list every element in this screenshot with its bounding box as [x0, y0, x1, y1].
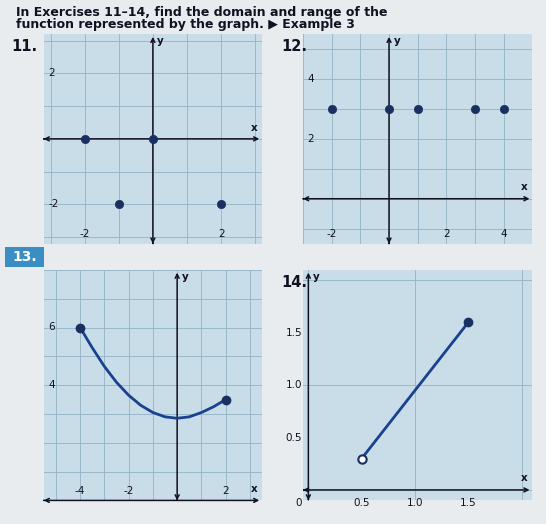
Text: x: x — [521, 473, 528, 483]
Text: 2: 2 — [443, 230, 450, 239]
Text: 6: 6 — [48, 322, 55, 333]
Text: 1.5: 1.5 — [460, 498, 477, 508]
Text: 13.: 13. — [12, 250, 37, 264]
Text: -2: -2 — [79, 230, 90, 239]
Text: y: y — [394, 36, 400, 46]
Text: -4: -4 — [75, 486, 85, 496]
Text: -2: -2 — [327, 230, 337, 239]
Text: 4: 4 — [500, 230, 507, 239]
Text: In Exercises 11–14, find the domain and range of the: In Exercises 11–14, find the domain and … — [16, 6, 388, 19]
Text: 4: 4 — [307, 74, 314, 84]
Text: 0.5: 0.5 — [286, 432, 302, 443]
Text: -2: -2 — [48, 199, 58, 210]
Text: y: y — [181, 272, 188, 282]
Text: 2: 2 — [222, 486, 229, 496]
Text: 2: 2 — [48, 68, 55, 79]
Text: 1.5: 1.5 — [286, 328, 302, 338]
Text: -2: -2 — [123, 486, 134, 496]
Text: 0.5: 0.5 — [353, 498, 370, 508]
Text: 2: 2 — [307, 134, 314, 144]
Text: 0: 0 — [295, 498, 302, 508]
Text: 1.0: 1.0 — [286, 380, 302, 390]
Text: 2: 2 — [218, 230, 224, 239]
Text: 14.: 14. — [281, 275, 307, 290]
Text: x: x — [251, 484, 258, 494]
Text: x: x — [521, 182, 528, 192]
Text: 11.: 11. — [11, 39, 37, 54]
Text: 4: 4 — [48, 380, 55, 390]
Text: 1.0: 1.0 — [407, 498, 423, 508]
FancyBboxPatch shape — [3, 246, 45, 268]
Text: y: y — [313, 272, 320, 282]
Text: function represented by the graph. ▶ Example 3: function represented by the graph. ▶ Exa… — [16, 18, 355, 31]
Text: 12.: 12. — [281, 39, 307, 54]
Text: x: x — [251, 123, 258, 133]
Text: y: y — [157, 36, 164, 46]
